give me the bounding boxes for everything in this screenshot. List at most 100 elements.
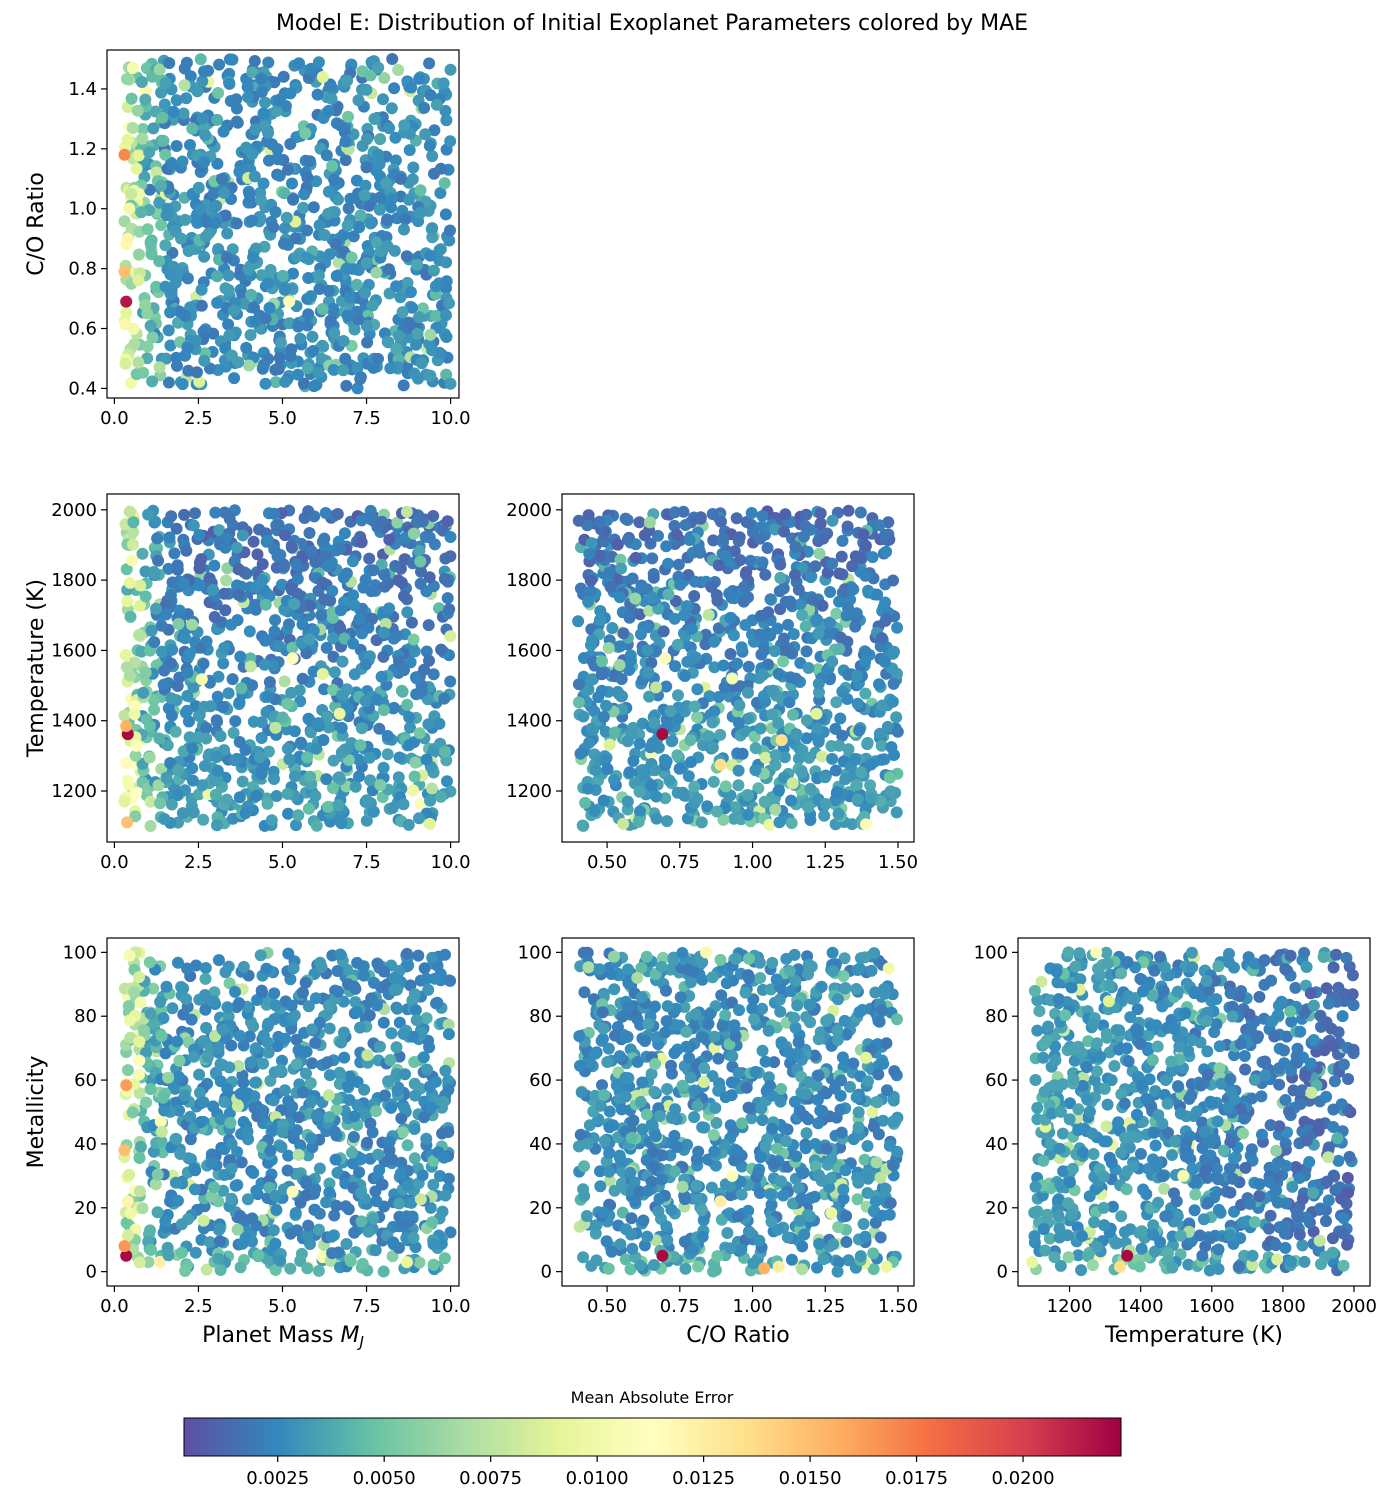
- scatter-point: [812, 677, 825, 690]
- scatter-point: [441, 775, 453, 788]
- scatter-point: [402, 316, 415, 329]
- scatter-point: [118, 215, 131, 228]
- scatter-point: [338, 527, 351, 540]
- scatter-point: [179, 632, 192, 645]
- scatter-point: [702, 730, 715, 743]
- scatter-point: [124, 1031, 137, 1044]
- scatter-point: [865, 964, 878, 977]
- scatter-point: [370, 1195, 383, 1208]
- scatter-point: [302, 308, 315, 321]
- scatter-point: [229, 985, 241, 998]
- scatter-point: [353, 613, 366, 626]
- scatter-point: [301, 362, 314, 374]
- x-tick-label: 1.25: [805, 852, 845, 873]
- scatter-point: [194, 1086, 206, 1099]
- scatter-point: [313, 283, 326, 295]
- scatter-point: [429, 280, 442, 293]
- scatter-point: [195, 283, 208, 296]
- scatter-point: [246, 679, 259, 692]
- scatter-point: [323, 1111, 336, 1124]
- scatter-point-highlight: [286, 1185, 299, 1198]
- scatter-point: [304, 770, 317, 783]
- scatter-point: [444, 63, 457, 76]
- scatter-point: [386, 1250, 399, 1263]
- scatter-point: [133, 971, 145, 984]
- scatter-point: [155, 179, 168, 192]
- scatter-point: [162, 1071, 175, 1084]
- scatter-point: [165, 692, 178, 705]
- scatter-point: [243, 359, 256, 372]
- scatter-point: [377, 704, 390, 717]
- scatter-point: [745, 1112, 758, 1125]
- scatter-point: [142, 508, 155, 521]
- scatter-point: [240, 341, 253, 354]
- scatter-point: [358, 189, 371, 202]
- scatter-point: [309, 992, 322, 1005]
- scatter-point: [263, 676, 276, 689]
- scatter-point: [372, 148, 385, 161]
- scatter-point: [833, 595, 846, 608]
- scatter-point: [179, 1265, 192, 1277]
- scatter-point: [410, 338, 422, 351]
- scatter-point: [129, 810, 142, 823]
- scatter-point: [183, 731, 196, 744]
- scatter-point: [123, 202, 136, 215]
- scatter-point: [875, 632, 888, 645]
- scatter-point: [163, 531, 176, 544]
- scatter-point: [809, 560, 822, 573]
- scatter-point-highlight: [125, 187, 138, 200]
- scatter-point: [327, 363, 340, 376]
- scatter-point: [257, 177, 270, 190]
- scatter-point: [625, 654, 637, 667]
- scatter-point: [377, 1016, 390, 1029]
- scatter-point: [375, 558, 388, 571]
- scatter-point: [319, 550, 332, 563]
- scatter-point: [143, 751, 156, 764]
- scatter-point: [758, 690, 770, 702]
- scatter-point: [816, 599, 829, 612]
- scatter-point: [799, 520, 812, 533]
- scatter-point: [712, 559, 725, 572]
- scatter-point: [182, 245, 195, 257]
- scatter-point: [842, 668, 855, 681]
- scatter-point: [373, 158, 386, 170]
- scatter-point: [133, 1054, 146, 1067]
- scatter-point: [320, 773, 333, 786]
- scatter-point: [136, 1202, 149, 1215]
- scatter-point: [888, 645, 900, 658]
- scatter-point: [233, 165, 246, 178]
- scatter-point: [302, 72, 315, 84]
- scatter-point: [211, 113, 224, 126]
- scatter-point: [420, 1012, 433, 1025]
- scatter-point: [742, 789, 755, 802]
- scatter-point: [210, 200, 223, 212]
- scatter-point: [623, 766, 636, 779]
- scatter-point: [295, 1247, 308, 1260]
- scatter-point: [345, 58, 358, 71]
- scatter-point: [129, 749, 142, 762]
- scatter-point: [268, 987, 281, 1000]
- scatter-point: [156, 111, 169, 124]
- scatter-point: [397, 1027, 410, 1040]
- scatter-point: [597, 710, 610, 723]
- figure-title: Model E: Distribution of Initial Exoplan…: [276, 11, 1028, 36]
- scatter-point: [340, 1238, 353, 1250]
- scatter-point: [228, 372, 241, 385]
- scatter-point: [281, 697, 294, 710]
- scatter-point: [251, 548, 264, 561]
- scatter-point: [150, 602, 162, 615]
- scatter-point: [399, 213, 412, 226]
- scatter-point: [334, 119, 347, 132]
- scatter-point: [400, 1210, 413, 1223]
- scatter-point: [234, 1209, 246, 1222]
- scatter-point: [322, 207, 335, 220]
- scatter-point: [269, 721, 282, 734]
- scatter-point-highlight: [810, 707, 823, 720]
- scatter-point: [343, 1070, 356, 1083]
- scatter-point: [629, 592, 642, 605]
- scatter-point: [401, 947, 413, 960]
- scatter-point: [326, 160, 339, 172]
- scatter-point: [613, 659, 626, 671]
- scatter-point: [272, 363, 285, 376]
- scatter-point: [633, 737, 646, 750]
